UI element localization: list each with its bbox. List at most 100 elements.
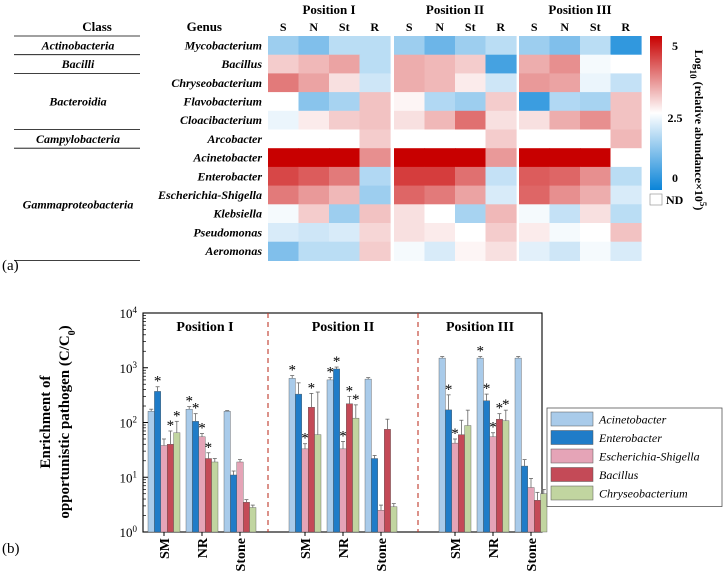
heatmap-cell: [329, 204, 361, 224]
significance-star: *: [185, 394, 193, 410]
heatmap-cell: [268, 185, 300, 205]
heatmap-cell: [394, 92, 426, 112]
heatmap-cell: [424, 204, 456, 224]
heatmap-cell: [610, 241, 642, 261]
bar: [308, 407, 315, 533]
position-title: Position II: [312, 320, 375, 335]
heatmap-cell: [519, 185, 551, 205]
significance-star: *: [483, 381, 491, 397]
heatmap-cell: [394, 223, 426, 243]
significance-star: *: [346, 383, 354, 399]
heatmap-cell: [268, 129, 300, 149]
heatmap-cell: [359, 241, 391, 261]
heatmap-cell: [424, 110, 456, 131]
heatmap-cell: [394, 166, 426, 187]
colorbar-nd-box: [649, 193, 663, 206]
genus-label: Klebsiella: [212, 207, 262, 221]
category-label: Stone: [525, 538, 540, 571]
heatmap-cell: [394, 148, 426, 168]
heatmap-cell: [268, 166, 300, 187]
significance-star: *: [333, 354, 341, 370]
y-tick-exp: 4: [133, 305, 138, 315]
bar: [451, 442, 459, 533]
class-label: Bacilli: [61, 57, 95, 71]
significance-star: *: [173, 408, 181, 424]
heatmap-cell: [268, 148, 300, 168]
legend-label: Acinetobacter: [598, 413, 667, 427]
panel-a-label: (a): [2, 258, 19, 274]
colorbar-tick-label: 2.5: [668, 111, 683, 125]
heatmap-cell: [580, 148, 612, 168]
heatmap-column-label: S: [406, 20, 413, 34]
heatmap-cell: [394, 241, 426, 261]
heatmap-cell: [359, 166, 391, 187]
heatmap-cell: [519, 54, 551, 74]
heatmap-cell: [424, 36, 456, 56]
heatmap-cell: [519, 36, 551, 56]
bar: [377, 510, 385, 533]
heatmap-cell: [580, 241, 612, 261]
legend-label: Chryseobacterium: [599, 487, 688, 501]
heatmap-cell: [549, 166, 581, 187]
heatmap-column-label: R: [370, 20, 379, 34]
heatmap-cell: [610, 36, 642, 56]
bar: [534, 500, 541, 533]
bar: [458, 434, 465, 533]
class-header: Class: [82, 19, 112, 34]
colorbar-tick-label: 0: [672, 171, 678, 185]
heatmap-cell: [394, 129, 426, 149]
heatmap-cell: [519, 223, 551, 243]
significance-star: *: [489, 420, 497, 436]
class-label: Actinobacteria: [41, 38, 115, 52]
genus-label: Acinetobacter: [192, 151, 262, 165]
heatmap-cell: [519, 148, 551, 168]
colorbar-label: Log10 (relative abundance×105): [688, 50, 708, 211]
colorbar: [650, 36, 662, 190]
heatmap-cell: [298, 92, 330, 112]
heatmap-cell: [549, 92, 581, 112]
heatmap-column-label: St: [590, 20, 601, 34]
bar: [236, 461, 244, 533]
heatmap-cell: [455, 54, 487, 74]
heatmap-group-label: Position I: [302, 2, 355, 17]
heatmap-cell: [329, 166, 361, 187]
colorbar-tick-label: 5: [672, 39, 678, 53]
bar: [496, 418, 503, 533]
heatmap-cell: [580, 223, 612, 243]
heatmap-cell: [268, 36, 300, 56]
y-axis-label-line1: Enrichment of: [38, 375, 54, 469]
heatmap-cell: [359, 129, 391, 149]
y-axis-label-part: opportunistic pathogen (C/C: [57, 335, 73, 518]
heatmap-cell: [485, 148, 517, 168]
class-label: Bacteroidia: [48, 94, 106, 108]
heatmap-cell: [455, 92, 487, 112]
significance-star: *: [192, 401, 200, 417]
heatmap-cell: [394, 110, 426, 131]
y-axis-label-line2: opportunistic pathogen (C/C0): [57, 325, 78, 518]
heatmap-cell: [549, 36, 581, 56]
heatmap-column-label: R: [621, 20, 630, 34]
bar: [540, 493, 548, 533]
legend-label: Escherichia-Shigella: [598, 450, 700, 464]
heatmap-cell: [424, 129, 456, 149]
heatmap-cell: [268, 54, 300, 74]
heatmap-cell: [359, 36, 391, 56]
y-tick-label: 100: [120, 524, 138, 540]
heatmap-cell: [394, 204, 426, 224]
heatmap-cell: [485, 92, 517, 112]
heatmap-cell: [298, 148, 330, 168]
heatmap-column-label: St: [339, 20, 350, 34]
y-tick-base: 10: [120, 416, 133, 431]
bar-chart-panel-b: Enrichment of opportunistic pathogen (C/C…: [38, 305, 723, 571]
bar: [364, 378, 372, 533]
heatmap-column-label: R: [496, 20, 505, 34]
heatmap-cell: [329, 185, 361, 205]
heatmap-cell: [580, 92, 612, 112]
bar: [301, 448, 309, 533]
legend-swatch: [550, 411, 594, 427]
significance-star: *: [167, 418, 175, 434]
heatmap-cell: [610, 54, 642, 74]
heatmap-cell: [455, 185, 487, 205]
genus-label: Cloacibacterium: [180, 113, 262, 127]
class-label: Campylobacteria: [36, 132, 120, 146]
